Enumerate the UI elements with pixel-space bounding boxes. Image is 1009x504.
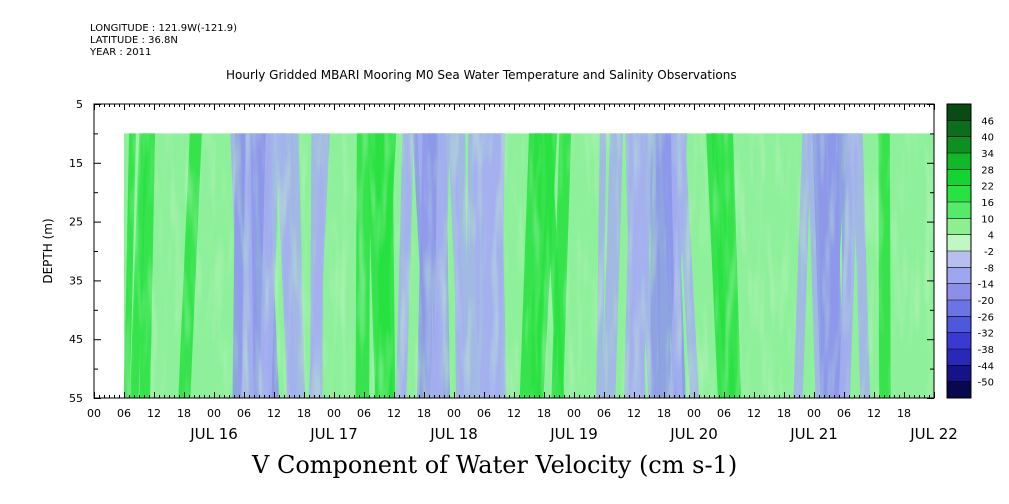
y-tick-label: 25 [69, 216, 83, 229]
x-hour-label: 00 [687, 407, 701, 420]
x-hour-label: 06 [477, 407, 491, 420]
colorbar-label: -38 [978, 345, 994, 356]
x-hour-label: 00 [87, 407, 101, 420]
colorbar-swatch [947, 267, 971, 284]
colorbar-swatch [947, 365, 971, 382]
x-hour-label: 06 [117, 407, 131, 420]
x-day-label: JUL 17 [309, 425, 358, 443]
x-day-label: JUL 21 [789, 425, 838, 443]
latitude-label: LATITUDE : 36.8N [90, 35, 178, 46]
colorbar-swatch [947, 349, 971, 366]
x-day-label: JUL 22 [909, 425, 958, 443]
x-hour-label: 06 [717, 407, 731, 420]
x-hour-label: 00 [207, 407, 221, 420]
colorbar-label: -26 [978, 312, 994, 323]
colorbar-label: -50 [978, 378, 994, 389]
y-tick-label: 55 [69, 392, 83, 405]
colorbar-label: 22 [981, 182, 994, 193]
variable-caption: V Component of Water Velocity (cm s-1) [252, 451, 738, 479]
colorbar-swatch [947, 202, 971, 219]
colorbar-label: 10 [981, 214, 994, 225]
heatmap-area [124, 133, 934, 398]
x-hour-label: 12 [507, 407, 521, 420]
colorbar-swatch [947, 185, 971, 203]
colorbar-swatch [947, 283, 971, 301]
year-label: YEAR : 2011 [90, 47, 152, 58]
colorbar-swatch [947, 234, 971, 252]
colorbar-label: 40 [981, 133, 994, 144]
colorbar-label: 46 [981, 116, 994, 127]
y-tick-label: 45 [69, 333, 83, 346]
colorbar-swatch [947, 316, 971, 333]
x-hour-label: 12 [627, 407, 641, 420]
colorbar-swatch [947, 136, 971, 154]
x-hour-label: 12 [267, 407, 281, 420]
x-hour-label: 18 [297, 407, 311, 420]
colorbar-label: 28 [981, 165, 994, 176]
longitude-label: LONGITUDE : 121.9W(-121.9) [90, 23, 237, 34]
colorbar-label: -8 [984, 263, 994, 274]
x-hour-label: 00 [447, 407, 461, 420]
colorbar-label: -2 [984, 247, 994, 258]
heatmap-streaks [124, 133, 934, 398]
colorbar-label: 34 [981, 149, 994, 160]
colorbar-label: -32 [978, 329, 994, 340]
colorbar-label: 16 [981, 198, 994, 209]
x-hour-label: 18 [897, 407, 911, 420]
x-hour-label: 06 [237, 407, 251, 420]
x-day-label: JUL 19 [549, 425, 598, 443]
x-hour-label: 12 [867, 407, 881, 420]
y-tick-label: 5 [76, 98, 83, 111]
y-tick-label: 15 [69, 157, 83, 170]
colorbar-swatch [947, 251, 971, 268]
y-axis-label: DEPTH (m) [41, 218, 55, 283]
colorbar-swatch [947, 332, 971, 350]
x-hour-label: 12 [147, 407, 161, 420]
x-hour-label: 00 [567, 407, 581, 420]
axes: 00 06 12 18 00 06 12 18 00 06 12 18 00 06 12 18 00 06 12 18… [41, 98, 958, 443]
colorbar-swatch [947, 104, 971, 121]
colorbar-swatch [947, 120, 971, 137]
x-hour-label: 18 [537, 407, 551, 420]
x-day-label: JUL 18 [429, 425, 478, 443]
x-hour-label: 00 [807, 407, 821, 420]
x-hour-label: 12 [747, 407, 761, 420]
x-day-label: JUL 20 [669, 425, 718, 443]
x-hour-label: 06 [357, 407, 371, 420]
colorbar: 46 40 34 28 22 16 10 4 -2 -8 -14 -20 -26 -32 -38 -44 -50 [946, 103, 994, 399]
x-hour-label: 00 [327, 407, 341, 420]
x-day-label: JUL 16 [189, 425, 238, 443]
x-hour-label: 06 [597, 407, 611, 420]
y-tick-label: 35 [69, 274, 83, 287]
x-hour-label: 06 [837, 407, 851, 420]
x-hour-label: 12 [387, 407, 401, 420]
colorbar-swatch [947, 169, 971, 186]
x-hour-label: 18 [177, 407, 191, 420]
x-hour-label: 18 [777, 407, 791, 420]
colorbar-label: 4 [988, 231, 994, 242]
colorbar-label: -44 [978, 361, 994, 372]
colorbar-swatch [947, 218, 971, 235]
x-hour-label: 18 [417, 407, 431, 420]
colorbar-label: -20 [978, 296, 994, 307]
x-hour-label: 18 [657, 407, 671, 420]
metadata-block: LONGITUDE : 121.9W(-121.9) LATITUDE : 36… [90, 23, 237, 59]
colorbar-swatch [947, 300, 971, 317]
colorbar-label: -14 [978, 280, 994, 291]
chart-title: Hourly Gridded MBARI Mooring M0 Sea Wate… [226, 68, 737, 82]
colorbar-swatch [947, 381, 971, 399]
colorbar-swatch [947, 153, 971, 170]
